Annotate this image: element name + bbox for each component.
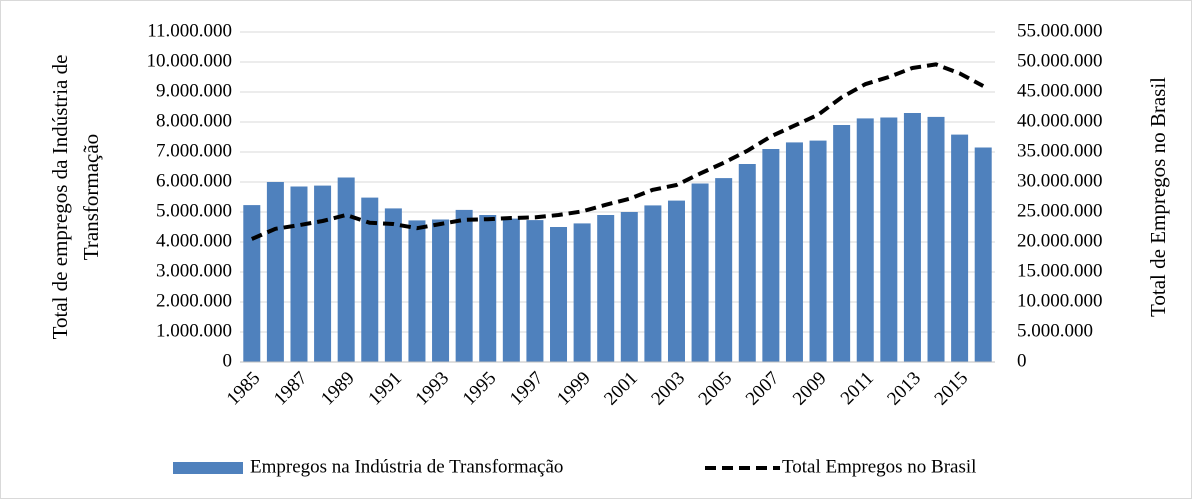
bar <box>526 220 544 362</box>
bar <box>290 186 308 362</box>
bar <box>455 209 473 362</box>
bar <box>833 125 851 362</box>
y2-tick-label: 35.000.000 <box>1017 140 1103 161</box>
line <box>251 62 985 241</box>
bar <box>809 140 827 362</box>
y-tick-label: 1.000.000 <box>156 320 232 341</box>
y-tick-label: 0 <box>223 350 233 371</box>
y-tick-label: 9.000.000 <box>156 80 232 101</box>
bar <box>337 177 355 362</box>
y-tick-label: 3.000.000 <box>156 260 232 281</box>
y2-tick-label: 50.000.000 <box>1017 50 1103 71</box>
y-axis-title: Total de empregos da Indústria de <box>48 55 72 340</box>
legend-label: Empregos na Indústria de Transformação <box>250 456 563 477</box>
bar <box>479 215 497 362</box>
bar <box>597 215 615 362</box>
bar <box>243 205 261 362</box>
bar <box>408 220 426 362</box>
bar <box>974 147 992 362</box>
bar <box>644 205 662 362</box>
y2-tick-label: 30.000.000 <box>1017 170 1103 191</box>
bar <box>384 208 402 362</box>
legend-swatch <box>173 462 243 474</box>
bar <box>856 118 874 363</box>
bar <box>903 113 921 362</box>
y2-tick-label: 0 <box>1017 350 1027 371</box>
y-tick-label: 4.000.000 <box>156 230 232 251</box>
bar <box>667 200 685 362</box>
bar <box>927 116 945 363</box>
y2-tick-label: 45.000.000 <box>1017 80 1103 101</box>
y-tick-label: 11.000.000 <box>147 20 232 41</box>
bar <box>361 197 379 362</box>
y-axis-title: Transformação <box>79 134 103 260</box>
y-tick-label: 5.000.000 <box>156 200 232 221</box>
legend-label: Total Empregos no Brasil <box>782 456 976 477</box>
bar <box>266 182 284 362</box>
bar <box>620 212 638 362</box>
bar <box>951 134 969 362</box>
y2-tick-label: 5.000.000 <box>1017 320 1093 341</box>
bar <box>738 164 756 362</box>
y2-tick-label: 55.000.000 <box>1017 20 1103 41</box>
bar <box>573 223 591 362</box>
y-tick-label: 2.000.000 <box>156 290 232 311</box>
bar <box>715 178 733 362</box>
bar <box>880 117 898 362</box>
bar <box>550 227 568 362</box>
y2-axis-title: Total de Empregos no Brasil <box>1146 77 1170 317</box>
y-tick-label: 8.000.000 <box>156 110 232 131</box>
y2-tick-label: 40.000.000 <box>1017 110 1103 131</box>
y2-tick-label: 20.000.000 <box>1017 230 1103 251</box>
bar <box>314 185 332 362</box>
bar <box>502 218 520 362</box>
y-tick-label: 10.000.000 <box>147 50 233 71</box>
y2-tick-label: 15.000.000 <box>1017 260 1103 281</box>
y-tick-label: 7.000.000 <box>156 140 232 161</box>
bar <box>691 183 709 362</box>
bar <box>762 149 780 362</box>
bar <box>785 142 803 362</box>
bar <box>432 219 450 362</box>
y2-tick-label: 25.000.000 <box>1017 200 1103 221</box>
y2-tick-label: 10.000.000 <box>1017 290 1103 311</box>
y-tick-label: 6.000.000 <box>156 170 232 191</box>
